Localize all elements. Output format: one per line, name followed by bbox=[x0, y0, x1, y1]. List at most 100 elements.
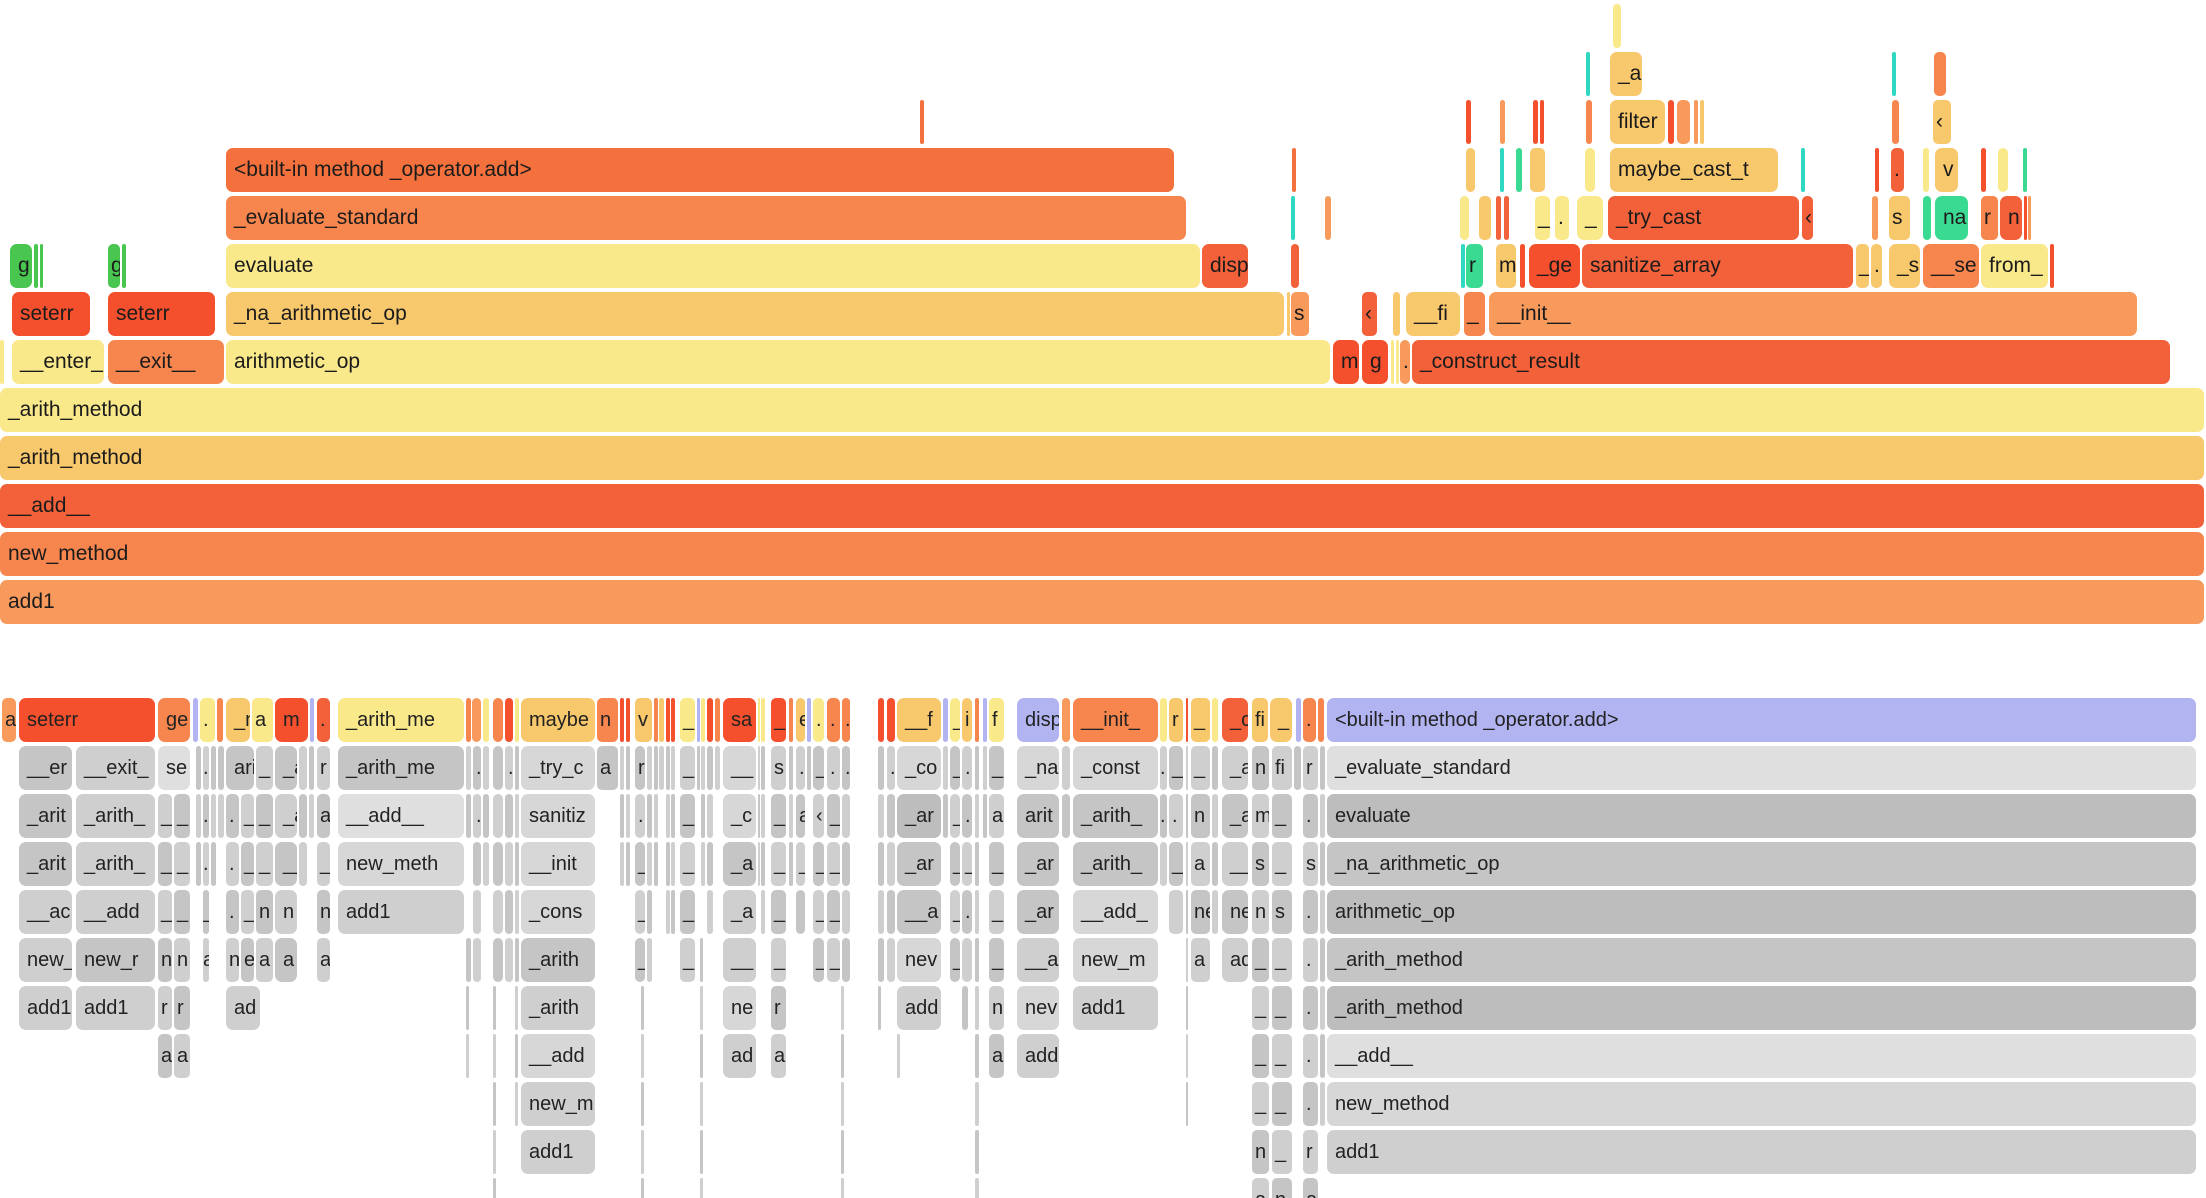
frame-sliver[interactable]: . bbox=[473, 746, 481, 790]
frame-sliver[interactable]: _ bbox=[989, 890, 1004, 934]
frame-sliver[interactable] bbox=[796, 890, 805, 934]
frame-sliver[interactable] bbox=[887, 842, 895, 886]
frame-sliver[interactable] bbox=[1320, 890, 1325, 934]
frame-sliver[interactable] bbox=[671, 698, 675, 742]
frame-g[interactable]: g bbox=[108, 244, 120, 288]
frame-r[interactable]: r bbox=[1303, 1130, 1318, 1174]
frame-f[interactable]: __f bbox=[897, 698, 941, 742]
frame-sliver[interactable]: _ bbox=[1272, 1130, 1292, 1174]
frame-sliver[interactable] bbox=[1062, 746, 1070, 790]
frame-sliver[interactable] bbox=[620, 698, 624, 742]
frame-sliver[interactable]: __ bbox=[723, 938, 756, 982]
frame-s[interactable]: s bbox=[1252, 842, 1269, 886]
frame-s[interactable]: s bbox=[1889, 196, 1910, 240]
frame-sliver[interactable] bbox=[659, 698, 664, 742]
frame-sliver[interactable] bbox=[1613, 4, 1621, 48]
frame-sliver[interactable] bbox=[515, 1034, 518, 1078]
frame-init[interactable]: __init bbox=[521, 842, 595, 886]
frame-m[interactable]: m bbox=[1333, 340, 1359, 384]
frame-a[interactable]: a bbox=[796, 794, 805, 838]
frame-sliver[interactable] bbox=[1320, 986, 1325, 1030]
frame-sliver[interactable]: _ bbox=[174, 890, 190, 934]
frame-arith-method[interactable]: _arith_method bbox=[0, 388, 2204, 432]
frame-sliver[interactable] bbox=[1212, 746, 1218, 790]
frame-sliver[interactable] bbox=[647, 938, 652, 982]
frame-sliver[interactable] bbox=[473, 890, 481, 934]
frame-sliver[interactable] bbox=[878, 746, 884, 790]
frame-sliver[interactable]: _ bbox=[256, 794, 273, 838]
frame-sliver[interactable] bbox=[483, 698, 489, 742]
frame-sliver[interactable]: . bbox=[1303, 698, 1316, 742]
frame-sliver[interactable] bbox=[1296, 698, 1301, 742]
frame-sliver[interactable]: _ bbox=[950, 794, 960, 838]
frame-sliver[interactable]: . bbox=[842, 698, 850, 742]
frame-na[interactable]: _na bbox=[1017, 746, 1059, 790]
frame-sliver[interactable] bbox=[493, 794, 503, 838]
frame-sliver[interactable]: . bbox=[1160, 746, 1167, 790]
frame-m[interactable]: m bbox=[1496, 244, 1516, 288]
frame-sliver[interactable]: . bbox=[226, 794, 239, 838]
frame-sliver[interactable] bbox=[707, 746, 713, 790]
frame-sliver[interactable] bbox=[1391, 340, 1394, 384]
frame-try-cast[interactable]: _try_cast bbox=[1608, 196, 1799, 240]
frame-sliver[interactable] bbox=[1504, 196, 1509, 240]
frame-s[interactable]: s bbox=[1303, 842, 1318, 886]
frame-sliver[interactable] bbox=[1212, 794, 1218, 838]
frame-sliver[interactable]: _ bbox=[989, 842, 1004, 886]
frame-sliver[interactable] bbox=[466, 986, 469, 1030]
frame-seterr[interactable]: seterr bbox=[108, 292, 215, 336]
frame-sliver[interactable] bbox=[1186, 794, 1188, 838]
frame-sliver[interactable] bbox=[654, 698, 658, 742]
frame-sliver[interactable]: . bbox=[1303, 794, 1318, 838]
frame-sliver[interactable] bbox=[700, 938, 703, 982]
frame-r[interactable]: r bbox=[771, 986, 786, 1030]
frame-a[interactable]: a bbox=[597, 746, 618, 790]
frame-built-in-method-operator-add[interactable]: <built-in method _operator.add> bbox=[1327, 698, 2196, 742]
frame-sliver[interactable]: _ bbox=[771, 842, 786, 886]
frame-sliver[interactable] bbox=[626, 698, 630, 742]
frame-new-r[interactable]: new_r bbox=[76, 938, 155, 982]
frame-add[interactable]: __add bbox=[76, 890, 155, 934]
frame-sliver[interactable]: __ bbox=[1222, 842, 1248, 886]
frame-sliver[interactable] bbox=[1186, 698, 1188, 742]
frame-sa[interactable]: sa bbox=[723, 698, 756, 742]
frame-sliver[interactable] bbox=[620, 794, 624, 838]
frame-sliver[interactable] bbox=[715, 746, 720, 790]
frame-new-m[interactable]: new_m bbox=[521, 1082, 595, 1126]
frame-sliver[interactable] bbox=[641, 1082, 644, 1126]
frame-sliver[interactable] bbox=[1479, 196, 1491, 240]
frame-add1[interactable]: add1 bbox=[0, 580, 2204, 624]
frame-sliver[interactable] bbox=[515, 842, 519, 886]
frame-sliver[interactable] bbox=[807, 698, 811, 742]
frame-sliver[interactable]: . bbox=[200, 698, 215, 742]
frame-maybe[interactable]: maybe bbox=[521, 698, 595, 742]
frame-sliver[interactable] bbox=[1294, 746, 1301, 790]
frame-sliver[interactable] bbox=[1186, 890, 1188, 934]
frame-sliver[interactable] bbox=[1292, 148, 1296, 192]
frame-sliver[interactable] bbox=[841, 1082, 844, 1126]
frame-sliver[interactable]: . bbox=[1303, 1082, 1318, 1126]
frame-sliver[interactable] bbox=[1320, 842, 1325, 886]
frame-sanitiz[interactable]: sanitiz bbox=[521, 794, 595, 838]
frame-sliver[interactable] bbox=[211, 842, 216, 886]
frame-sliver[interactable] bbox=[761, 698, 765, 742]
frame-ad[interactable]: ad bbox=[1222, 938, 1248, 982]
frame-a[interactable]: a bbox=[1252, 1178, 1269, 1198]
frame-sliver[interactable] bbox=[700, 1178, 703, 1198]
frame-sliver[interactable] bbox=[620, 842, 624, 886]
frame-c[interactable]: _c bbox=[723, 794, 756, 838]
frame-sliver[interactable]: _ bbox=[203, 890, 209, 934]
frame-sliver[interactable] bbox=[493, 1034, 496, 1078]
frame-n[interactable]: n bbox=[174, 938, 190, 982]
frame-sliver[interactable] bbox=[515, 698, 519, 742]
frame-a[interactable]: _a bbox=[275, 794, 297, 838]
frame-sliver[interactable]: _ bbox=[771, 938, 786, 982]
frame-sliver[interactable] bbox=[1320, 1034, 1325, 1078]
frame-ar[interactable]: _ar bbox=[1017, 890, 1059, 934]
frame-sliver[interactable] bbox=[707, 698, 713, 742]
frame-sliver[interactable] bbox=[943, 698, 948, 742]
frame-n[interactable]: n bbox=[275, 890, 297, 934]
frame-sliver[interactable]: _ bbox=[317, 842, 330, 886]
frame-a[interactable]: _a bbox=[1222, 794, 1248, 838]
frame-sliver[interactable]: _ bbox=[1577, 196, 1603, 240]
